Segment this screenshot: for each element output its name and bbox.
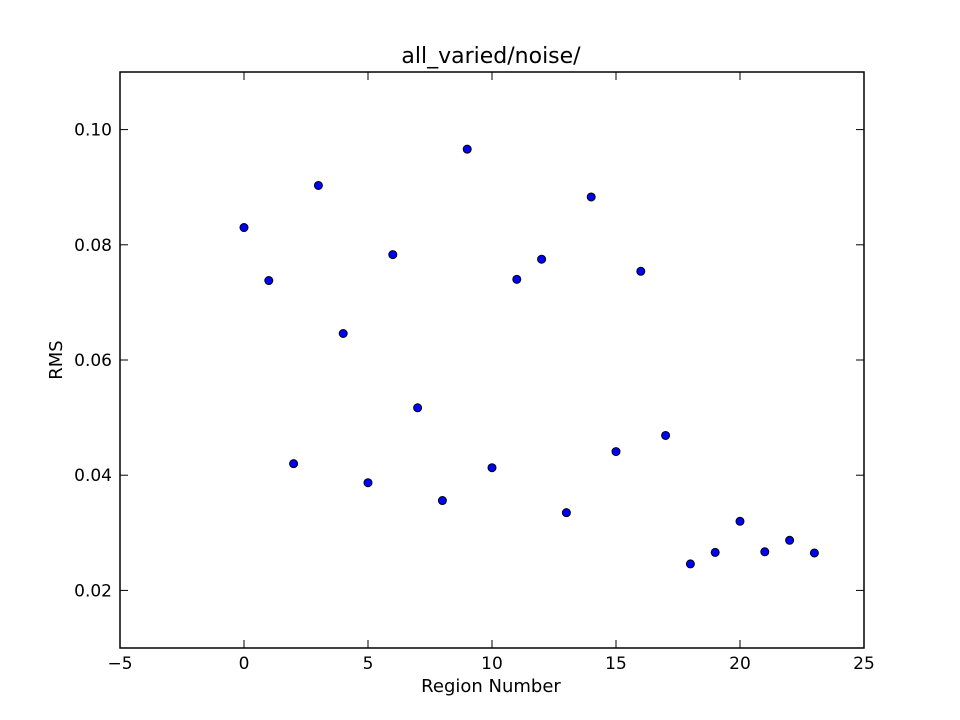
axis-ticks: −5 0 5 10 15 20 25 0.02 0.04 0.06 0.08 0.10 — [74, 72, 875, 674]
y-tick-label: 0.02 — [74, 581, 112, 601]
data-point — [735, 516, 745, 526]
data-point — [487, 463, 497, 473]
data-point — [313, 180, 323, 190]
data-point — [363, 478, 373, 488]
y-axis-label: RMS — [46, 340, 67, 379]
x-tick-label: 0 — [239, 654, 250, 674]
data-point — [785, 535, 795, 545]
y-tick-label: 0.10 — [74, 121, 112, 141]
x-tick-label: 10 — [481, 654, 503, 674]
data-point — [561, 508, 571, 518]
data-point — [437, 496, 447, 506]
data-point — [413, 403, 423, 413]
x-tick-label: 15 — [605, 654, 627, 674]
chart-title: all_varied/noise/ — [401, 44, 581, 69]
y-tick-label: 0.04 — [74, 466, 112, 486]
data-point — [685, 559, 695, 569]
data-point — [611, 447, 621, 457]
x-tick-label: 20 — [729, 654, 751, 674]
data-points — [239, 144, 819, 569]
plot-frame — [119, 71, 865, 649]
x-axis-label: Region Number — [421, 676, 561, 697]
y-tick-label: 0.08 — [74, 236, 112, 256]
data-point — [239, 223, 249, 233]
data-point — [809, 548, 819, 558]
data-point — [537, 254, 547, 264]
data-point — [661, 430, 671, 440]
data-point — [760, 547, 770, 557]
data-point — [512, 274, 522, 284]
data-point — [586, 192, 596, 202]
data-point — [289, 459, 299, 469]
y-tick-label: 0.06 — [74, 351, 112, 371]
data-point — [388, 250, 398, 260]
data-point — [710, 547, 720, 557]
x-tick-label: −5 — [107, 654, 132, 674]
data-point — [462, 144, 472, 154]
data-point — [636, 266, 646, 276]
data-point — [264, 276, 274, 286]
x-tick-label: 25 — [853, 654, 875, 674]
x-tick-label: 5 — [363, 654, 374, 674]
data-point — [338, 329, 348, 339]
